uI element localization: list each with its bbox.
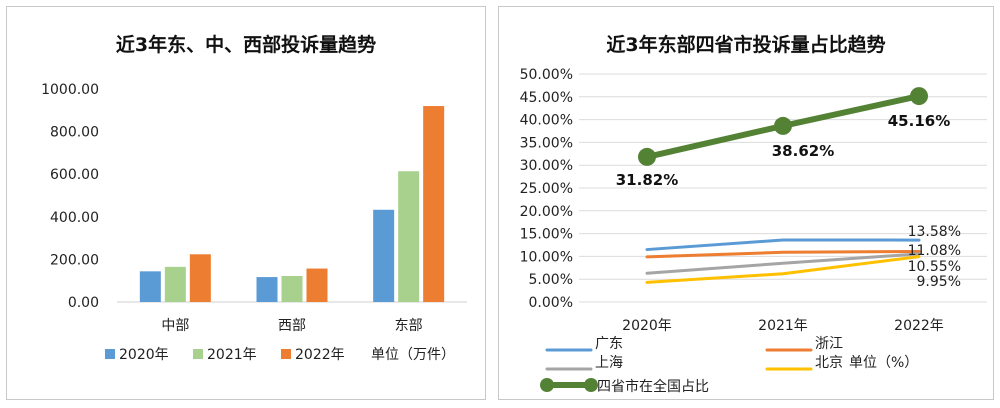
bar — [164, 266, 186, 302]
x-tick-label: 2020年 — [622, 318, 672, 334]
data-label: 13.58% — [908, 224, 961, 240]
chart-title: 近3年东、中、西部投诉量趋势 — [116, 33, 376, 56]
legend-swatch — [193, 349, 203, 359]
legend-label: 浙江 — [815, 336, 843, 352]
series-line — [645, 255, 921, 284]
series-line — [645, 252, 921, 275]
y-tick-label: 45.00% — [520, 90, 573, 106]
legend-label: 上海 — [595, 355, 623, 371]
bar — [306, 268, 328, 302]
data-label: 10.55% — [908, 259, 961, 275]
data-point — [774, 116, 792, 135]
x-tick-label: 2021年 — [758, 318, 808, 334]
data-label: 31.82% — [616, 171, 678, 189]
y-tick-label: 25.00% — [520, 181, 573, 197]
bar — [281, 276, 303, 302]
y-tick-label: 50.00% — [520, 67, 573, 83]
y-tick-label: 200.00 — [50, 252, 99, 268]
legend-label: 2021年 — [207, 347, 257, 363]
y-tick-label: 35.00% — [520, 135, 573, 151]
y-tick-label: 20.00% — [520, 204, 573, 220]
y-tick-label: 5.00% — [529, 272, 573, 288]
bar — [189, 254, 211, 302]
line-chart-provinces: 近3年东部四省市投诉量占比趋势 0.00% 5.00% 10.00% 15.00% 20… — [520, 33, 987, 395]
legend-label: 2022年 — [295, 347, 345, 363]
bar-chart-regions: 近3年东、中、西部投诉量趋势 0.00 200.00 400.00 600.00 800… — [41, 33, 467, 363]
legend-swatch — [281, 349, 291, 359]
chart-title: 近3年东部四省市投诉量占比趋势 — [606, 33, 885, 56]
y-tick-label: 800.00 — [50, 125, 99, 141]
unit-note: 单位（万件） — [371, 347, 455, 363]
y-tick-label: 600.00 — [50, 167, 99, 183]
y-tick-label: 400.00 — [50, 210, 99, 226]
x-tick-label: 2022年 — [894, 318, 944, 334]
chart-panel-regions: 近3年东、中、西部投诉量趋势 0.00 200.00 400.00 600.00 800… — [6, 6, 486, 400]
y-tick-label: 15.00% — [520, 227, 573, 243]
x-tick-label: 中部 — [161, 318, 189, 334]
legend-marker — [540, 378, 554, 392]
unit-note: 单位（%） — [849, 355, 918, 371]
series-line — [645, 238, 921, 252]
series-line — [645, 249, 921, 259]
bar — [423, 106, 445, 302]
y-tick-label: 0.00 — [68, 295, 99, 311]
bar — [373, 209, 395, 302]
data-label: 45.16% — [888, 112, 950, 130]
legend-label: 2020年 — [119, 347, 169, 363]
legend-marker — [584, 378, 598, 392]
legend-label: 四省市在全国占比 — [597, 378, 709, 395]
x-tick-label: 东部 — [395, 318, 423, 334]
bar — [139, 271, 161, 302]
bar — [398, 171, 420, 302]
y-tick-label: 1000.00 — [41, 82, 99, 98]
legend-label: 北京 — [815, 355, 843, 371]
y-tick-label: 30.00% — [520, 158, 573, 174]
y-tick-label: 40.00% — [520, 113, 573, 129]
x-tick-label: 西部 — [278, 318, 306, 334]
legend-label: 广东 — [595, 336, 623, 352]
bar — [256, 277, 278, 302]
legend-swatch — [105, 349, 115, 359]
data-point — [638, 147, 656, 166]
data-point — [910, 87, 928, 106]
data-label: 38.62% — [772, 142, 834, 160]
data-label: 11.08% — [908, 243, 961, 259]
y-tick-label: 10.00% — [520, 249, 573, 265]
y-tick-label: 0.00% — [529, 295, 573, 311]
data-label: 9.95% — [917, 274, 961, 290]
chart-panel-provinces: 近3年东部四省市投诉量占比趋势 0.00% 5.00% 10.00% 15.00% 20… — [498, 6, 994, 400]
